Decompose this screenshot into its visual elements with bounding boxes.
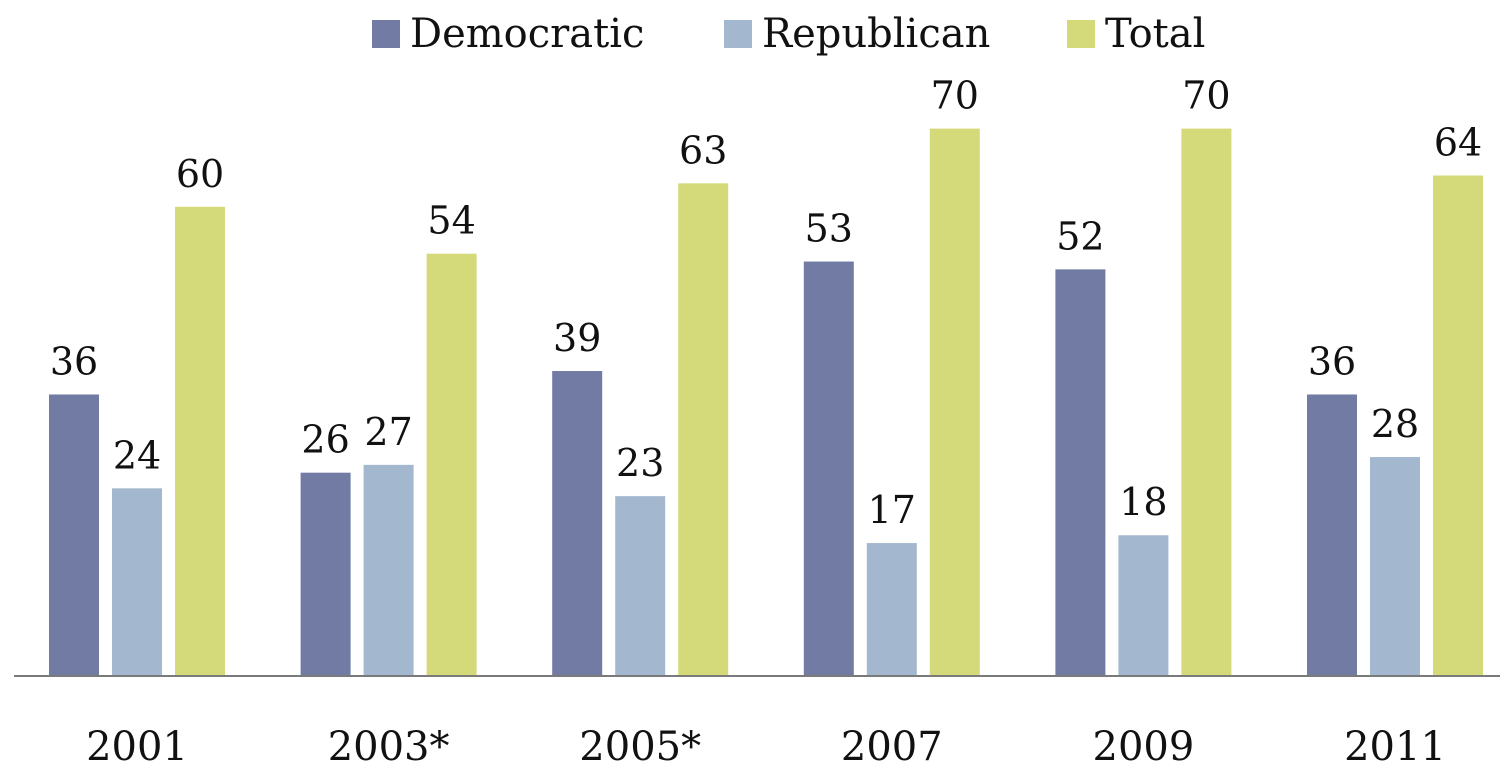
legend-item-democratic: Democratic	[372, 11, 644, 57]
bar-democratic-2009	[1055, 269, 1106, 676]
data-label-republican-2009: 18	[1119, 480, 1167, 524]
data-label-total-2011: 64	[1434, 121, 1482, 165]
data-label-republican-2001: 24	[113, 433, 161, 477]
bar-democratic-2011	[1307, 394, 1357, 676]
bar-total-2005	[678, 183, 729, 676]
data-label-total-2005: 63	[679, 128, 727, 172]
data-label-total-2009: 70	[1182, 74, 1230, 118]
data-labels-layer: 36 24 60 26 27 54 39 23 63 53 17 70 52 18 70 36 28 64	[50, 74, 1482, 532]
data-label-republican-2003: 27	[364, 410, 412, 454]
bar-democratic-2001	[49, 394, 99, 676]
data-label-total-2003: 54	[427, 199, 475, 243]
bar-republican-2011	[1370, 457, 1420, 676]
bar-republican-2005	[615, 496, 666, 676]
legend-swatch-total	[1067, 20, 1095, 48]
bar-democratic-2007	[803, 261, 854, 676]
bar-democratic-2003	[300, 472, 351, 676]
data-label-democratic-2005: 39	[553, 316, 601, 360]
bar-republican-2009	[1118, 535, 1169, 676]
data-label-democratic-2009: 52	[1056, 214, 1104, 258]
x-tick-label-2007: 2007	[841, 724, 943, 770]
legend-swatch-republican	[724, 20, 752, 48]
x-tick-label-2003: 2003*	[328, 724, 450, 770]
bar-democratic-2005	[552, 371, 603, 676]
data-label-total-2001: 60	[176, 152, 224, 196]
legend-label-democratic: Democratic	[410, 11, 644, 57]
bar-total-2011	[1433, 175, 1483, 676]
data-label-republican-2007: 17	[868, 488, 916, 532]
legend-swatch-democratic	[372, 20, 400, 48]
x-tick-label-2009: 2009	[1093, 724, 1195, 770]
data-label-republican-2005: 23	[616, 441, 664, 485]
data-label-democratic-2011: 36	[1308, 339, 1356, 383]
legend-label-republican: Republican	[762, 11, 990, 57]
bar-total-2001	[175, 206, 225, 677]
data-label-democratic-2003: 26	[301, 418, 349, 462]
data-label-republican-2011: 28	[1371, 402, 1419, 446]
x-tick-label-2001: 2001	[86, 724, 188, 770]
data-label-democratic-2001: 36	[50, 339, 98, 383]
bar-republican-2007	[866, 543, 917, 676]
bar-total-2003	[426, 253, 477, 676]
x-axis-tick-labels: 2001 2003* 2005* 2007 2009 2011	[86, 724, 1446, 770]
bar-republican-2001	[112, 488, 162, 676]
data-label-total-2007: 70	[931, 74, 979, 118]
bar-total-2007	[929, 128, 980, 677]
x-tick-label-2005: 2005*	[579, 724, 701, 770]
data-label-democratic-2007: 53	[805, 207, 853, 251]
legend: Democratic Republican Total	[372, 11, 1205, 57]
x-tick-label-2011: 2011	[1344, 724, 1446, 770]
legend-item-total: Total	[1067, 11, 1205, 57]
legend-label-total: Total	[1105, 11, 1205, 57]
bar-total-2009	[1181, 128, 1232, 677]
bars-layer	[49, 128, 1483, 677]
bar-republican-2003	[363, 464, 414, 676]
legend-item-republican: Republican	[724, 11, 990, 57]
